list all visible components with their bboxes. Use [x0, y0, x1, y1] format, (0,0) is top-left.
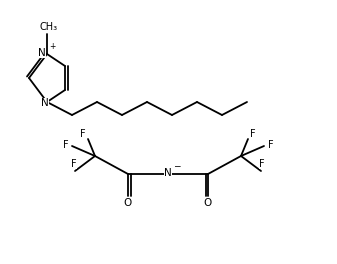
- Text: N: N: [41, 98, 49, 108]
- Text: O: O: [124, 198, 132, 208]
- Text: F: F: [259, 159, 265, 169]
- Text: N: N: [164, 168, 172, 178]
- Text: F: F: [71, 159, 77, 169]
- Text: +: +: [49, 42, 55, 51]
- Text: O: O: [204, 198, 212, 208]
- Text: N: N: [38, 48, 46, 58]
- Text: F: F: [80, 129, 86, 139]
- Text: F: F: [268, 140, 274, 150]
- Text: CH₃: CH₃: [40, 22, 58, 32]
- Text: −: −: [173, 161, 181, 170]
- Text: F: F: [63, 140, 69, 150]
- Text: F: F: [250, 129, 256, 139]
